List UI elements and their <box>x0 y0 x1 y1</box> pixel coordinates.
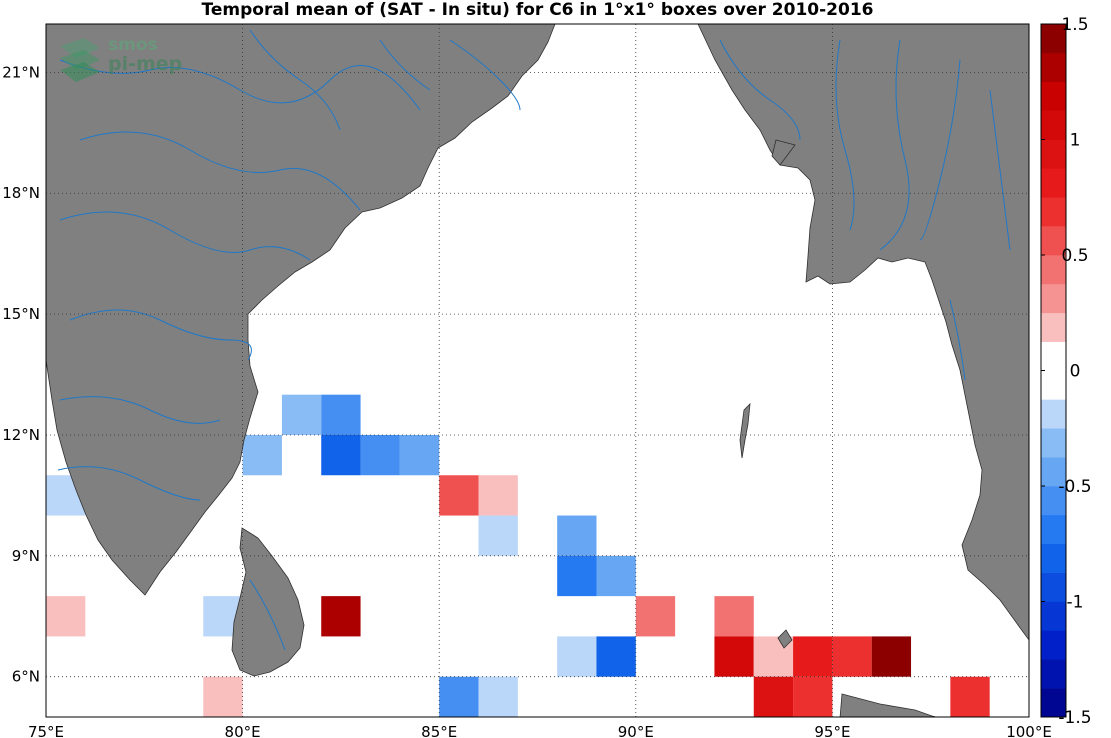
land-myanmar <box>697 24 1029 641</box>
logo-text-pi-mep: pi-mep <box>108 53 183 75</box>
colorbar-swatch <box>1041 601 1066 631</box>
heatmap-cell <box>203 676 243 717</box>
land-sri-lanka <box>231 527 305 677</box>
colorbar-tick-label: -0.5 <box>1058 477 1091 497</box>
heatmap-cell <box>753 676 794 717</box>
longitude-tick-labels: 75°E 80°E 85°E 90°E 95°E 100°E <box>28 723 1052 738</box>
lat-tick-label: 6°N <box>12 668 40 686</box>
colorbar-swatch <box>1041 428 1066 458</box>
heatmap-cell <box>281 394 322 435</box>
land-sumatra <box>839 693 938 717</box>
colorbar-swatch <box>1041 543 1066 573</box>
colorbar-swatch <box>1041 24 1066 54</box>
colorbar-swatch <box>1041 197 1066 227</box>
colorbar-swatch <box>1041 457 1066 487</box>
colorbar-swatch <box>1041 110 1066 140</box>
colorbar-swatch <box>1041 255 1066 285</box>
colorbar-swatch <box>1041 370 1066 400</box>
heatmap-cell <box>360 434 400 476</box>
colorbar: 1.5 1 0.5 0 -0.5 -1 -1.5 <box>1040 15 1092 728</box>
lat-tick-label: 12°N <box>2 426 40 444</box>
land-andaman-islands <box>739 402 751 459</box>
colorbar-swatch <box>1041 81 1066 111</box>
heatmap-cell <box>478 676 518 717</box>
heatmap-cell <box>714 596 754 637</box>
heatmap-cell <box>557 515 597 556</box>
lat-tick-label: 18°N <box>2 184 40 202</box>
heatmap-cell <box>714 636 754 677</box>
colorbar-swatches <box>1041 24 1066 718</box>
colorbar-swatch <box>1041 312 1066 342</box>
colorbar-swatch <box>1041 514 1066 545</box>
colorbar-tick-label: 0 <box>1070 362 1081 382</box>
lon-tick-label: 75°E <box>28 723 64 738</box>
lat-tick-label: 15°N <box>2 305 40 323</box>
lon-tick-label: 85°E <box>421 723 457 738</box>
heatmap-cell <box>399 434 440 476</box>
logo-icon <box>60 38 100 82</box>
map-title: Temporal mean of (SAT - In situ) for C6 … <box>201 0 874 20</box>
land-nicobar-island <box>777 629 793 649</box>
colorbar-swatch <box>1041 572 1066 602</box>
heatmap-cell <box>478 475 518 516</box>
colorbar-tick-label: 1 <box>1070 131 1081 151</box>
heatmap-cell <box>478 515 518 556</box>
heatmap-cell <box>793 636 833 677</box>
heatmap-cell <box>557 555 597 597</box>
map-frame <box>45 23 1030 718</box>
colorbar-tick-label: 1.5 <box>1061 15 1088 35</box>
colorbar-tick-label: 0.5 <box>1061 246 1088 266</box>
colorbar-tick-label: -1.5 <box>1058 708 1091 728</box>
colorbar-swatch <box>1041 630 1066 660</box>
heatmap-cell <box>635 596 676 637</box>
colorbar-swatch <box>1041 399 1066 429</box>
lat-tick-label: 21°N <box>2 63 40 81</box>
lon-tick-label: 100°E <box>1006 723 1052 738</box>
logo-text-smos: smos <box>108 35 158 55</box>
heatmap-cell <box>557 636 597 677</box>
colorbar-tick-labels: 1.5 1 0.5 0 -0.5 -1 -1.5 <box>1041 15 1092 728</box>
colorbar-swatch <box>1041 283 1066 314</box>
colorbar-swatch <box>1041 688 1066 718</box>
smos-pi-mep-logo: smos pi-mep <box>56 36 206 88</box>
heatmap-cell <box>596 636 636 677</box>
heatmap-cell <box>321 434 361 476</box>
heatmap-cell <box>439 475 479 516</box>
colorbar-swatch <box>1041 341 1066 371</box>
lat-tick-label: 9°N <box>12 547 40 565</box>
heatmap-cell <box>242 434 282 476</box>
rivers <box>57 29 1011 651</box>
lon-tick-label: 95°E <box>814 723 850 738</box>
heatmap-cell <box>321 394 361 435</box>
heatmap-cell <box>321 596 361 637</box>
colorbar-swatch <box>1041 226 1066 256</box>
colorbar-swatch <box>1041 139 1066 169</box>
heatmap-cell <box>832 636 872 677</box>
heatmap-cell <box>950 676 990 717</box>
heatmap-cells <box>46 394 990 717</box>
heatmap-cell <box>871 636 912 677</box>
heatmap-cell <box>46 596 86 637</box>
colorbar-tick-label: -1 <box>1067 593 1084 613</box>
lon-tick-label: 90°E <box>618 723 654 738</box>
land-india <box>46 24 556 596</box>
colorbar-swatch <box>1041 168 1066 198</box>
land-small-island <box>771 139 796 166</box>
heatmap-cell <box>596 555 636 597</box>
colorbar-swatch <box>1041 52 1066 83</box>
land-masses <box>46 24 1029 717</box>
heatmap-cell <box>439 676 479 717</box>
lon-tick-label: 80°E <box>225 723 261 738</box>
colorbar-swatch <box>1041 659 1066 689</box>
map-panel: 75°E 80°E 85°E 90°E 95°E 100°E 6°N 9°N 12°N 15°N… <box>2 23 1052 738</box>
heatmap-cell <box>793 676 833 717</box>
latitude-tick-labels: 6°N 9°N 12°N 15°N 18°N 21°N <box>2 63 40 685</box>
colorbar-swatch <box>1041 486 1066 516</box>
